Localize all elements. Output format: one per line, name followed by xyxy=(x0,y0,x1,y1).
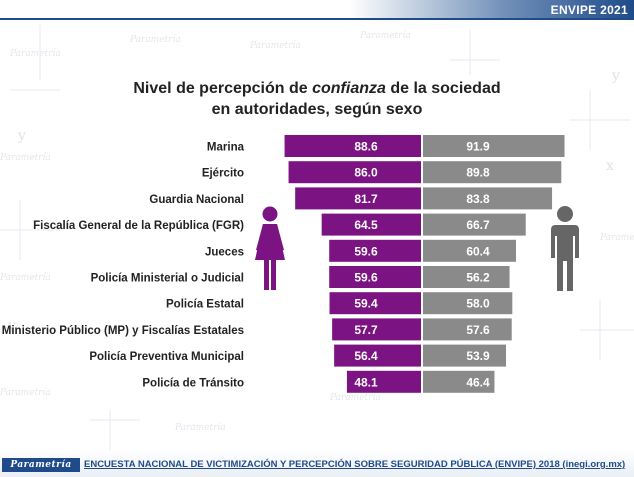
female-figure-icon xyxy=(255,206,285,290)
value-label-men: 83.8 xyxy=(466,192,490,206)
watermark-5: Parametría xyxy=(0,152,51,163)
value-label-men: 46.4 xyxy=(466,375,490,389)
value-label-men: 91.9 xyxy=(466,140,490,154)
bar-men xyxy=(423,213,526,236)
svg-text:y: y xyxy=(611,68,620,84)
category-label: Policía Estatal xyxy=(166,299,244,311)
top-banner-line xyxy=(0,18,634,20)
footer: Parametría ENCUESTA NACIONAL DE VICTIMIZ… xyxy=(0,450,634,477)
category-label: Jueces xyxy=(205,246,244,258)
category-label: Policía Ministerial o Judicial xyxy=(91,273,244,285)
bar-men xyxy=(423,344,507,367)
bar-women xyxy=(329,239,421,262)
value-label-men: 58.0 xyxy=(466,297,490,311)
bar-women xyxy=(321,213,421,236)
bar-men xyxy=(423,239,517,262)
background-pattern: Parametría Parametría Parametría Paramet… xyxy=(0,25,634,450)
value-label-women: 56.4 xyxy=(354,349,378,363)
category-label: Policía Preventiva Municipal xyxy=(89,351,244,363)
bar-women xyxy=(332,318,421,341)
watermark-2: Parametría xyxy=(129,34,181,45)
bar-men xyxy=(423,161,562,184)
watermark-7: Parametría xyxy=(0,387,51,398)
top-banner: ENVIPE 2021 xyxy=(0,0,634,20)
chart-title-line1: Nivel de percepción de confianza de la s… xyxy=(133,80,501,97)
chart-title: Nivel de percepción de confianza de la s… xyxy=(0,78,634,120)
value-label-women: 57.7 xyxy=(354,323,378,337)
category-label: Fiscalía General de la República (FGR) xyxy=(33,220,244,232)
parametria-logo: Parametría xyxy=(2,458,80,472)
svg-text:y: y xyxy=(17,128,26,144)
chart-title-line2: en autoridades, según sexo xyxy=(211,101,423,118)
value-label-women: 64.5 xyxy=(354,218,378,232)
value-label-men: 53.9 xyxy=(466,349,490,363)
watermark-8: Parametría xyxy=(174,422,226,433)
category-label: Guardia Nacional xyxy=(149,194,244,206)
male-figure-icon xyxy=(551,206,579,291)
value-label-men: 57.6 xyxy=(466,323,490,337)
bar-women xyxy=(346,370,421,393)
bar-women xyxy=(295,187,421,210)
watermark-1: Parametría xyxy=(9,48,61,59)
value-label-women: 81.7 xyxy=(354,192,378,206)
watermark-9: Parametría xyxy=(329,392,381,403)
bar-men xyxy=(423,318,512,341)
source-link[interactable]: ENCUESTA NACIONAL DE VICTIMIZACIÓN Y PER… xyxy=(84,459,626,470)
value-label-women: 86.0 xyxy=(354,166,378,180)
butterfly-bar-chart: Marina Ejército Guardia Nacional Fiscalía G… xyxy=(2,135,579,393)
watermark-6: Parametría xyxy=(0,272,51,283)
bar-men xyxy=(423,370,495,393)
bar-men xyxy=(423,292,513,315)
bar-men xyxy=(423,135,565,157)
watermark-4: Parametría xyxy=(359,30,411,41)
value-label-men: 60.4 xyxy=(466,244,490,258)
value-label-men: 56.2 xyxy=(466,271,490,285)
bar-women xyxy=(284,135,421,157)
value-label-men: 66.7 xyxy=(466,218,490,232)
category-label: Policía de Tránsito xyxy=(142,377,244,389)
value-label-women: 88.6 xyxy=(354,140,378,154)
category-label: Ministerio Público (MP) y Fiscalías Esta… xyxy=(2,325,244,337)
watermark-10: Parametría xyxy=(599,232,634,243)
value-label-women: 59.4 xyxy=(354,297,378,311)
bar-women xyxy=(329,292,421,315)
svg-text:y: y xyxy=(7,318,16,334)
category-labels: Marina Ejército Guardia Nacional Fiscalía G… xyxy=(2,142,245,390)
value-label-women: 59.6 xyxy=(354,271,378,285)
bar-women xyxy=(334,344,421,367)
value-label-women: 48.1 xyxy=(354,375,378,389)
value-label-women: 59.6 xyxy=(354,244,378,258)
watermark-3: Parametría xyxy=(249,40,301,51)
bar-men xyxy=(423,187,553,210)
bar-women xyxy=(288,161,421,184)
survey-badge: ENVIPE 2021 xyxy=(550,3,628,17)
svg-text:x: x xyxy=(606,158,614,174)
bar-women xyxy=(329,266,421,288)
category-label: Ejército xyxy=(202,168,244,180)
category-label: Marina xyxy=(207,142,245,154)
value-label-men: 89.8 xyxy=(466,166,490,180)
bar-men xyxy=(423,266,510,288)
bars: 88.6 91.9 86.0 89.8 81.7 83.8 64.5 66.7 59.6 60.4… xyxy=(284,135,565,393)
